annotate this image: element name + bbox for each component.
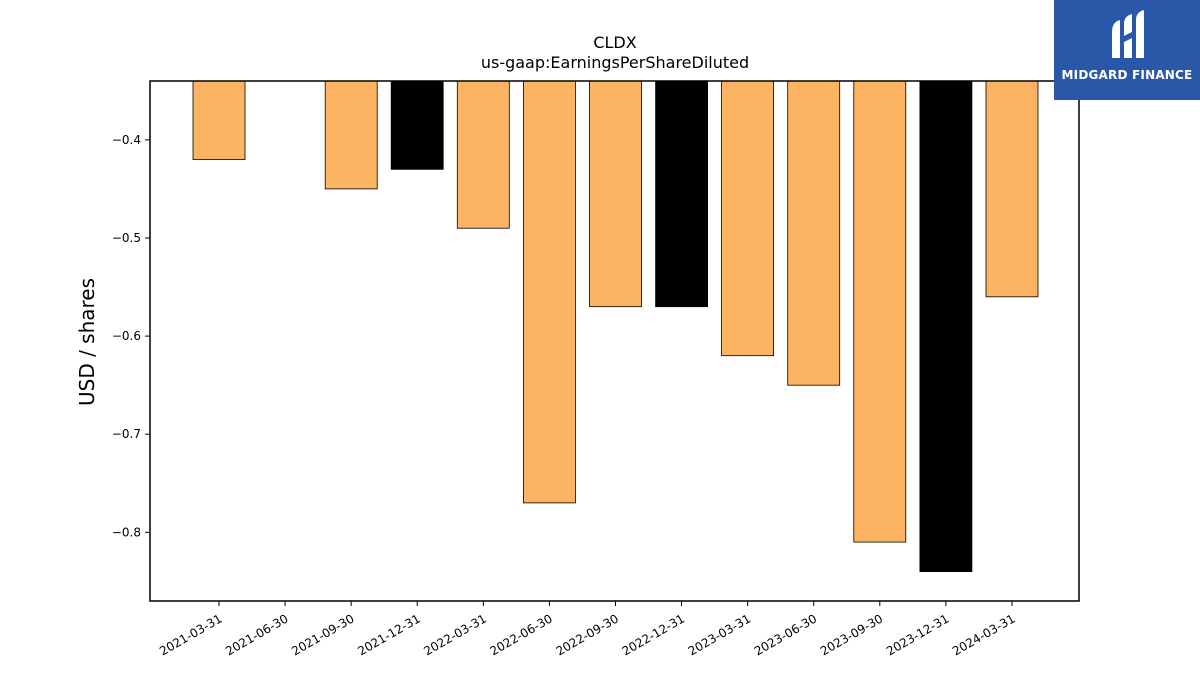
x-tick-label: 2021-12-31 [355, 611, 422, 658]
x-tick-label: 2022-03-31 [421, 611, 488, 658]
bar-2023-06-30 [787, 80, 841, 386]
x-tick-label: 2023-06-30 [752, 611, 819, 658]
chart-subtitle: us-gaap:EarningsPerShareDiluted [481, 53, 749, 72]
x-tick-label: 2022-09-30 [554, 611, 621, 658]
y-tick-label: −0.4 [112, 133, 141, 147]
bar-2021-03-31 [192, 80, 246, 160]
bar-2021-09-30 [324, 80, 378, 190]
bar-2024-03-31 [985, 80, 1039, 298]
x-tick-label: 2022-06-30 [487, 611, 554, 658]
x-tick-label: 2023-12-31 [884, 611, 951, 658]
y-tick-label: −0.7 [112, 427, 141, 441]
bar-2022-09-30 [589, 80, 642, 308]
x-tick-label: 2024-03-31 [950, 611, 1017, 658]
y-axis-label: USD / shares [75, 278, 99, 406]
x-tick-label: 2023-09-30 [818, 611, 885, 658]
x-tick-label: 2021-03-31 [157, 611, 224, 658]
bar-2023-12-31 [919, 80, 973, 573]
y-tick-label: −0.6 [112, 329, 141, 343]
bar-2022-06-30 [523, 80, 576, 504]
x-tick-label: 2021-06-30 [223, 611, 290, 658]
x-tick-label: 2023-03-31 [686, 611, 753, 658]
midgard-finance-logo: MIDGARD FINANCE [1054, 0, 1200, 100]
logo-text: MIDGARD FINANCE [1061, 68, 1193, 82]
y-ticks-group: −0.4 −0.5 −0.6 −0.7 −0.8 [112, 133, 150, 539]
y-tick-label: −0.5 [112, 231, 141, 245]
x-tick-label: 2022-12-31 [620, 611, 687, 658]
y-tick-label: −0.8 [112, 525, 141, 539]
plot-frame [149, 80, 1080, 602]
bar-2022-12-31 [655, 80, 708, 308]
bar-2023-09-30 [853, 80, 907, 543]
bar-2022-03-31 [456, 80, 510, 229]
bar-2021-12-31 [390, 80, 444, 170]
chart-title: CLDX [593, 33, 636, 52]
x-tick-label: 2021-09-30 [289, 611, 356, 658]
bars-group [192, 80, 1039, 573]
midgard-logo-icon [1112, 10, 1144, 58]
x-ticks-group: 2021-03-312021-06-302021-09-302021-12-31… [157, 601, 1017, 658]
bar-2023-03-31 [721, 80, 774, 357]
